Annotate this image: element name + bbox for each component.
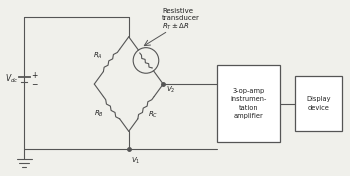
Text: $R_C$: $R_C$ <box>148 109 158 120</box>
Text: Resistive: Resistive <box>162 8 193 14</box>
Text: $V_{dc}$: $V_{dc}$ <box>5 73 18 85</box>
Text: $R_B$: $R_B$ <box>94 108 104 119</box>
Bar <box>217 65 280 142</box>
Text: transducer: transducer <box>162 15 200 21</box>
Text: $V_2$: $V_2$ <box>166 85 176 95</box>
Text: $V_1$: $V_1$ <box>131 156 140 166</box>
Text: $-$: $-$ <box>31 78 39 88</box>
Text: +: + <box>31 71 38 80</box>
Bar <box>295 76 342 131</box>
Text: 3-op-amp
instrumen-
tation
amplifier: 3-op-amp instrumen- tation amplifier <box>231 88 267 120</box>
Text: $R_A$: $R_A$ <box>93 50 103 61</box>
Text: Display
device: Display device <box>307 96 331 111</box>
Text: $R_T \pm \Delta R$: $R_T \pm \Delta R$ <box>162 22 190 32</box>
